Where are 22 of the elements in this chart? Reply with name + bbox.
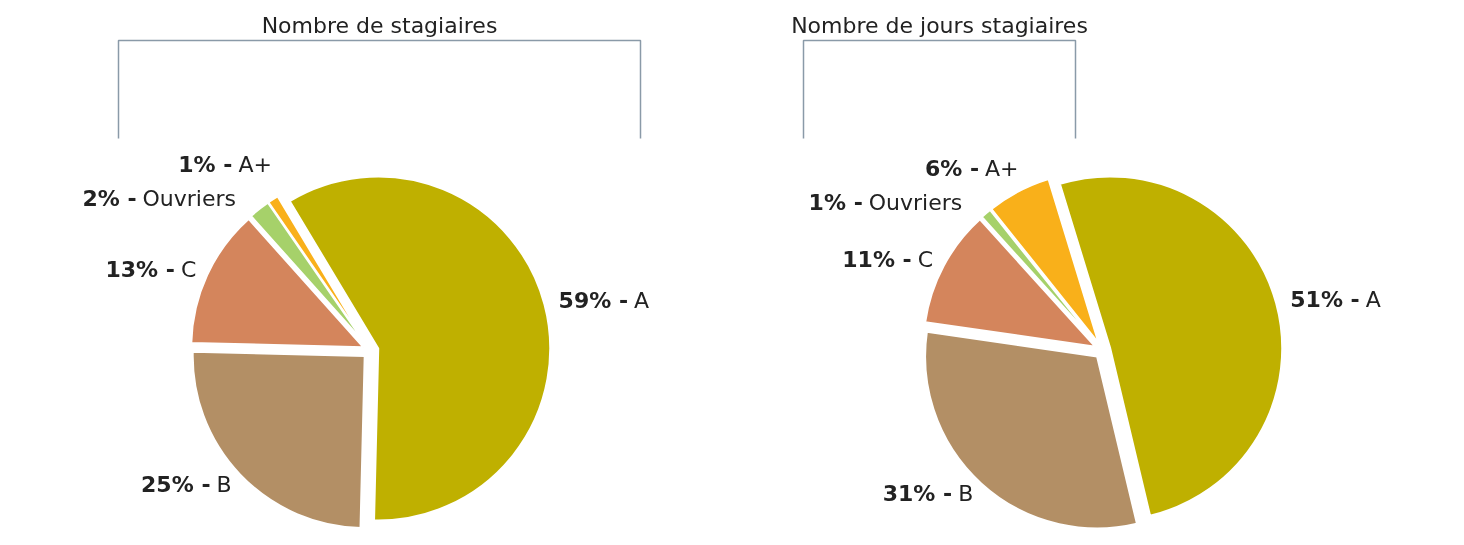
data-label: 59% -	[558, 288, 629, 314]
slice-label: Ouvriers	[142, 185, 237, 211]
data-label: 6% -	[924, 156, 980, 182]
data-label: 1% -	[808, 190, 863, 216]
chart-title: Nombre de stagiaires	[261, 13, 498, 38]
slice-label: C	[180, 256, 197, 282]
data-label: 25% -	[141, 471, 211, 497]
data-label: 51% -	[1290, 287, 1360, 313]
data-label: 31% -	[882, 481, 953, 507]
slice-label: A+	[238, 151, 272, 177]
data-label: 11% -	[842, 246, 912, 272]
slice-label: C	[917, 246, 934, 272]
data-label: 13% -	[105, 256, 175, 282]
slice-label: Ouvriers	[868, 190, 963, 216]
slice-label: B	[216, 471, 232, 497]
slice-label: B	[958, 481, 974, 507]
chart-title: Nombre de jours stagiaires	[791, 13, 1088, 38]
slice-label: A	[1365, 287, 1381, 313]
data-label: 2% -	[82, 185, 137, 211]
slice-label: A+	[985, 156, 1019, 182]
slice-label: A	[634, 288, 650, 314]
data-label: 1% -	[178, 151, 233, 177]
